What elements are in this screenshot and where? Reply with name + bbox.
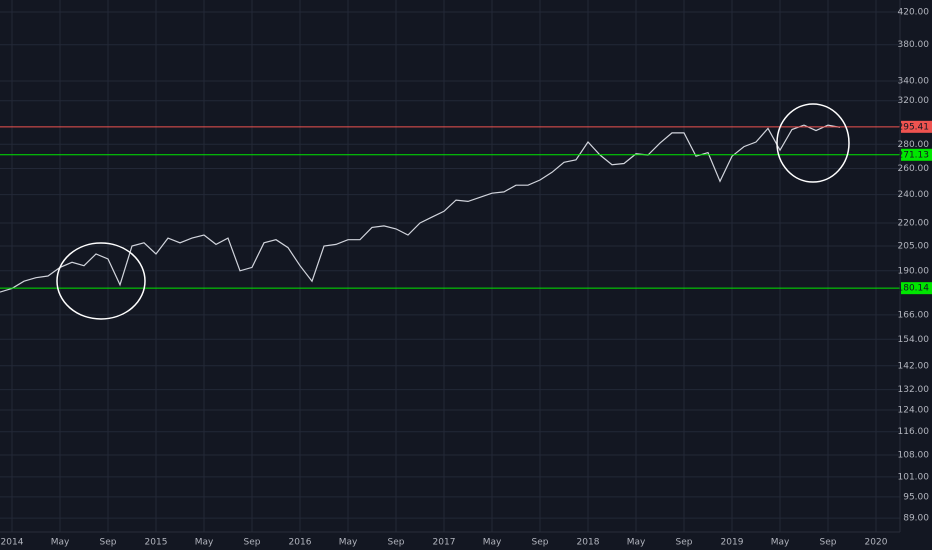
x-tick-label: Sep (100, 538, 117, 548)
x-tick-label: May (483, 538, 502, 548)
price-label-box (901, 282, 932, 295)
x-tick-label: 2014 (1, 538, 24, 548)
y-tick-label: 280.00 (898, 140, 930, 150)
y-tick-label: 260.00 (898, 164, 930, 174)
y-tick-label: 142.00 (898, 361, 930, 371)
y-tick-label: 132.00 (898, 385, 930, 395)
price-label-box (901, 120, 932, 133)
y-tick-label: 124.00 (898, 405, 930, 415)
y-tick-label: 220.00 (898, 218, 930, 228)
x-tick-label: 2019 (721, 538, 744, 548)
y-tick-label: 101.00 (898, 472, 930, 482)
x-tick-label: 2016 (289, 538, 312, 548)
grid (0, 0, 900, 532)
y-tick-label: 320.00 (898, 96, 930, 106)
x-tick-label: May (195, 538, 214, 548)
x-tick-label: 2018 (577, 538, 600, 548)
x-tick-label: May (339, 538, 358, 548)
y-tick-label: 166.00 (898, 310, 930, 320)
x-tick-label: May (627, 538, 646, 548)
price-label: 271.13 (898, 150, 930, 160)
y-tick-label: 190.00 (898, 266, 930, 276)
y-tick-label: 205.00 (898, 241, 930, 251)
price-label-box (901, 148, 932, 161)
x-tick-label: Sep (244, 538, 261, 548)
x-tick-label: Sep (388, 538, 405, 548)
x-tick-label: May (51, 538, 70, 548)
annotation-circle (56, 242, 146, 320)
y-tick-label: 420.00 (898, 8, 930, 18)
y-tick-label: 95.00 (903, 492, 929, 502)
y-tick-label: 154.00 (898, 335, 930, 345)
price-label: 180.14 (898, 284, 930, 294)
x-tick-label: Sep (676, 538, 693, 548)
x-tick-label: 2017 (433, 538, 456, 548)
x-tick-label: 2020 (865, 538, 888, 548)
annotation-circle (776, 103, 850, 183)
y-tick-label: 89.00 (903, 514, 929, 524)
y-tick-label: 340.00 (898, 76, 930, 86)
price-label: 295.41 (898, 122, 930, 132)
plot (0, 124, 900, 293)
x-tick-label: Sep (820, 538, 837, 548)
y-tick-label: 380.00 (898, 40, 930, 50)
y-tick-label: 240.00 (898, 190, 930, 200)
x-tick-label: Sep (532, 538, 549, 548)
y-tick-label: 108.00 (898, 451, 930, 461)
x-tick-label: 2015 (145, 538, 168, 548)
x-tick-label: May (771, 538, 790, 548)
y-tick-label: 116.00 (898, 427, 930, 437)
